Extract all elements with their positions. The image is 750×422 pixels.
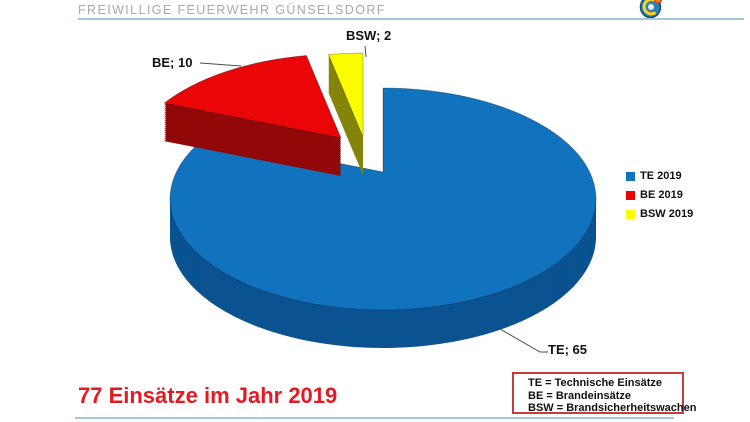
chart-legend: TE 2019 BE 2019 BSW 2019 — [626, 170, 693, 227]
abbrev-line-be: BE = Brandeinsätze — [528, 389, 632, 402]
abbreviation-box: TE = Technische Einsätze BE = Brandeinsä… — [512, 372, 697, 414]
pie-slice-bsw — [327, 52, 364, 138]
leader-line-bsw — [364, 45, 367, 58]
slide-title: FREIWILLIGE FEUERWEHR GÜNSELSDORF — [78, 3, 386, 17]
pie-slice-te — [169, 87, 597, 311]
legend-label-be: BE 2019 — [640, 189, 683, 201]
header-divider — [78, 18, 744, 20]
leader-line-te — [499, 328, 548, 353]
legend-item-be: BE 2019 — [626, 189, 693, 201]
legend-swatch-be — [626, 190, 635, 200]
pie-slice-be — [163, 55, 342, 139]
legend-item-te: TE 2019 — [626, 170, 693, 182]
leader-lines — [199, 45, 548, 353]
data-label-te: TE; 65 — [548, 342, 588, 357]
legend-swatch-te — [626, 171, 635, 181]
pie-slices — [163, 52, 597, 348]
summary-text: 77 Einsätze im Jahr 2019 — [78, 383, 338, 408]
abbrev-line-bsw: BSW = Brandsicherheitswachen — [528, 402, 697, 414]
legend-label-te: TE 2019 — [640, 170, 682, 182]
legend-label-bsw: BSW 2019 — [640, 208, 694, 220]
data-label-be: BE; 10 — [152, 55, 193, 70]
footer-divider — [75, 417, 674, 419]
fire-brigade-emblem-icon — [639, 0, 663, 19]
legend-swatch-bsw — [626, 209, 635, 219]
legend-item-bsw: BSW 2019 — [626, 208, 693, 220]
data-label-bsw: BSW; 2 — [346, 28, 392, 43]
abbrev-line-te: TE = Technische Einsätze — [528, 377, 662, 389]
leader-line-be — [199, 62, 242, 67]
